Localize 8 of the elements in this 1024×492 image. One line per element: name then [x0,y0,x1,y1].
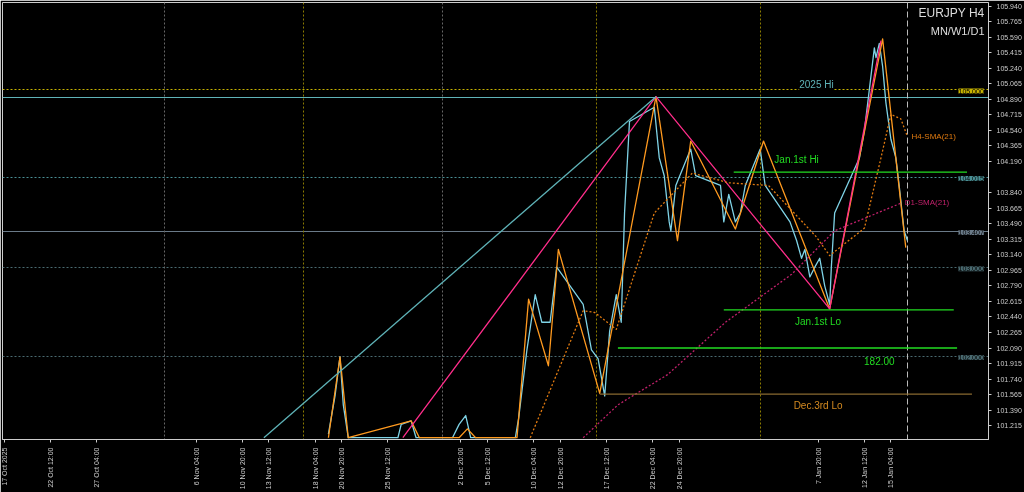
annotation: Jan.1st Hi [774,154,819,166]
annotation: 182.00 [864,356,896,368]
series-label: H4-SMA(21) [911,131,957,141]
annotation: Dec.3rd Lo [793,400,843,412]
annotation: Jan.1st Lo [795,315,842,327]
text: MN/W1/D1 [930,24,985,37]
chart-title: EURJPY H4 [918,5,985,20]
annotation: 2025 Hi [799,79,834,91]
